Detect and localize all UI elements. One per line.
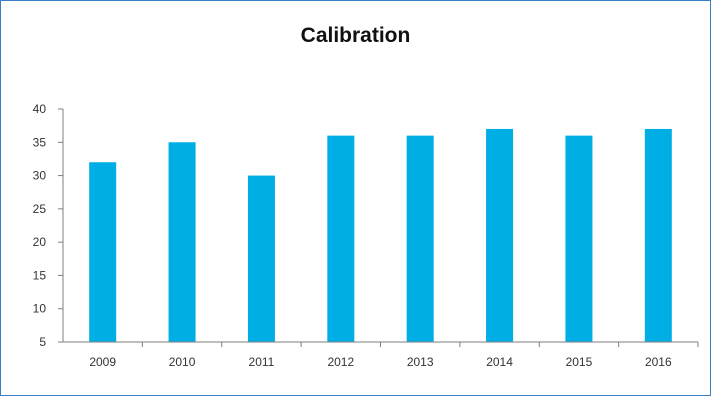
bar-2009 [89,162,117,342]
x-axis: 2009 2010 2011 2012 2013 2014 2015 2016 [63,341,699,369]
y-tick-label: 40 [33,102,47,116]
x-tick-label-2009: 2009 [89,355,116,369]
x-tick-label-2013: 2013 [407,355,434,369]
x-tick-label-2015: 2015 [566,355,593,369]
bars [89,128,672,342]
y-tick-label: 20 [33,235,47,249]
y-tick-label: 15 [33,268,47,282]
x-tick-label-2010: 2010 [169,355,196,369]
x-tick-label-2011: 2011 [249,355,275,369]
bar-2013 [406,135,434,342]
bar-2015 [565,135,593,342]
x-tick-label-2016: 2016 [645,355,672,369]
y-tick-label: 35 [33,135,47,149]
y-tick-label: 30 [33,169,47,183]
x-tick-label-2012: 2012 [327,355,354,369]
y-axis: 5 10 15 20 25 30 35 40 [33,102,64,349]
bar-2014 [486,128,514,342]
y-tick-label: 5 [39,335,46,349]
chart-title: Calibration [300,24,411,47]
bar-2016 [644,128,672,342]
bar-2010 [168,142,196,342]
y-tick-label: 25 [33,202,47,216]
bar-2012 [327,135,355,342]
x-tick-label-2014: 2014 [486,355,513,369]
y-tick-label: 10 [33,302,47,316]
bar-2011 [247,175,275,342]
